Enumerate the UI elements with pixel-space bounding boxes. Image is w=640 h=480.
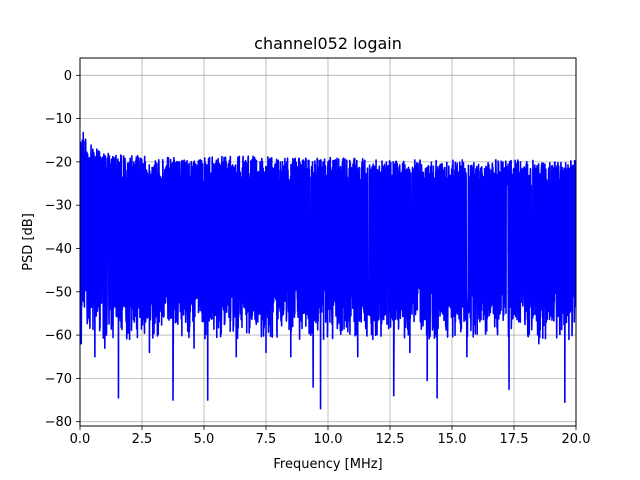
- y-axis: 0 −10 −20 −30 −40 −50 −60 −70 −80: [45, 69, 80, 430]
- y-tick-label: −10: [45, 112, 72, 127]
- y-tick-label: −20: [45, 155, 72, 170]
- x-tick-label: 17.5: [500, 432, 529, 447]
- x-tick-label: 20.0: [562, 432, 591, 447]
- psd-series-line: [80, 131, 576, 410]
- y-tick-label: −30: [45, 199, 72, 214]
- plot-area: [80, 131, 576, 410]
- y-tick-label: 0: [64, 69, 72, 84]
- y-tick-label: −80: [45, 415, 72, 430]
- y-tick-label: −60: [45, 329, 72, 344]
- x-tick-label: 0.0: [70, 432, 91, 447]
- y-tick-label: −40: [45, 242, 72, 257]
- x-axis: 0.0 2.5 5.0 7.5 10.0 12.5 15.0 17.5 20.0: [70, 426, 591, 447]
- chart-title: channel052 logain: [254, 34, 402, 53]
- y-tick-label: −70: [45, 372, 72, 387]
- x-axis-label: Frequency [MHz]: [273, 457, 382, 472]
- x-tick-label: 10.0: [314, 432, 343, 447]
- x-tick-label: 2.5: [132, 432, 153, 447]
- y-tick-label: −50: [45, 285, 72, 300]
- x-tick-label: 12.5: [376, 432, 405, 447]
- x-tick-label: 15.0: [438, 432, 467, 447]
- x-tick-label: 5.0: [194, 432, 215, 447]
- y-axis-label: PSD [dB]: [21, 213, 36, 271]
- x-tick-label: 7.5: [256, 432, 277, 447]
